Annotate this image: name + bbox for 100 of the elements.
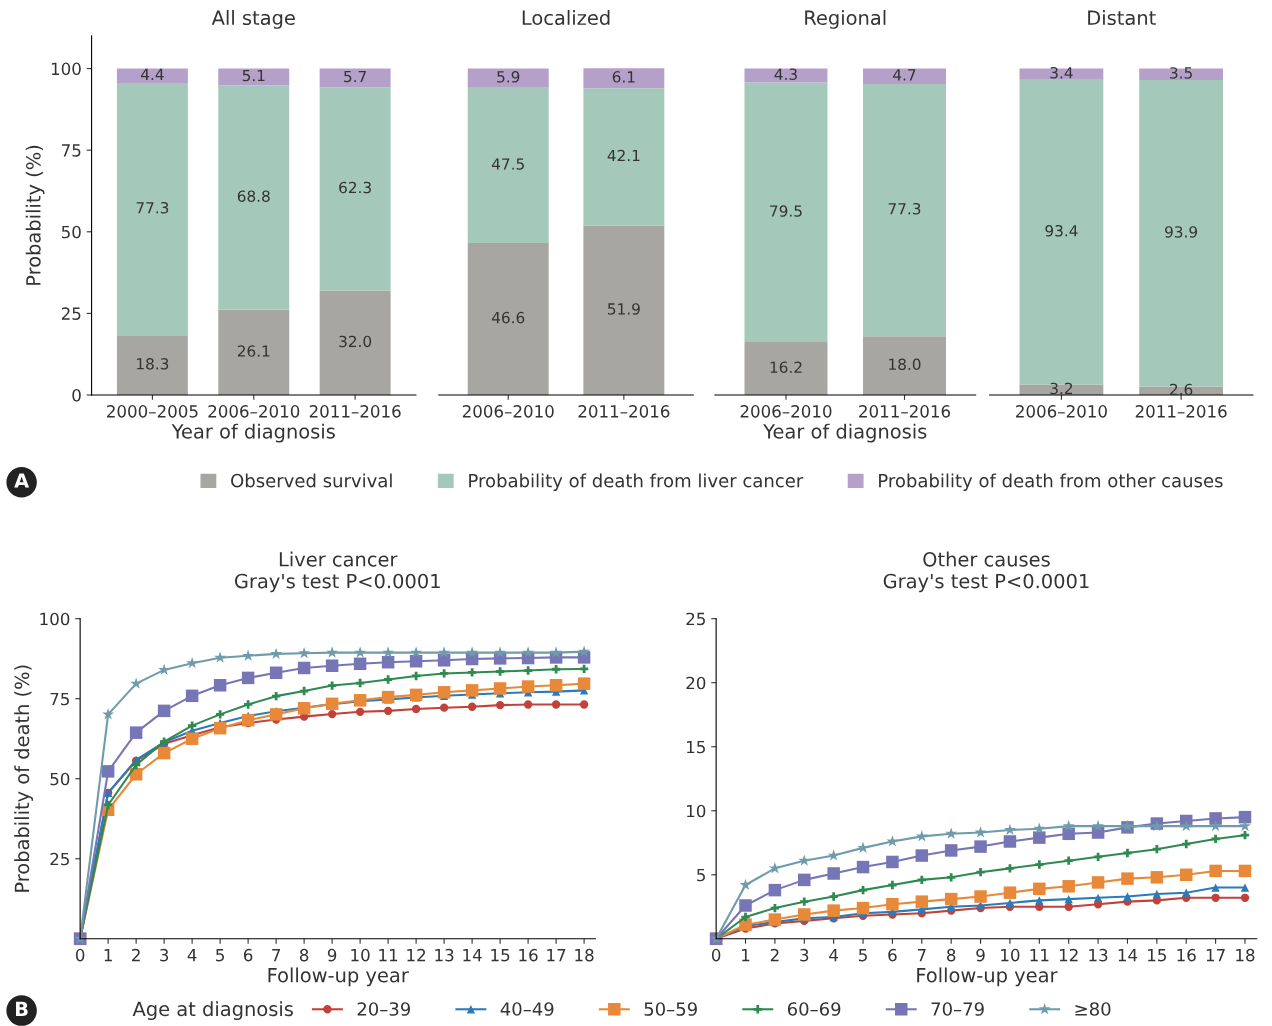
- point: [1005, 898, 1015, 908]
- x-tick-label: 14: [463, 949, 482, 962]
- point: [270, 647, 283, 659]
- point: [241, 671, 255, 685]
- point: [1005, 864, 1015, 873]
- point: [947, 873, 956, 882]
- point: [1240, 893, 1250, 902]
- x-axis-title: Follow-up year: [268, 967, 409, 987]
- point: [101, 765, 115, 778]
- point: [578, 645, 591, 657]
- bar: [116, 335, 188, 396]
- point: [976, 868, 985, 877]
- data-label: 2.6: [1170, 383, 1193, 396]
- bar: [744, 82, 828, 343]
- legend-label: 70–79: [931, 1002, 984, 1016]
- data-label: 4.3: [774, 68, 797, 81]
- x-tick-label: 9: [976, 948, 985, 962]
- point: [1091, 876, 1105, 889]
- data-label: 6.1: [612, 71, 635, 83]
- data-label: 46.6: [491, 311, 525, 324]
- point: [886, 897, 899, 911]
- point: [214, 651, 227, 663]
- bar: [1139, 68, 1223, 80]
- data-label: 51.9: [608, 303, 640, 315]
- data-label: 4.7: [893, 69, 916, 81]
- point: [129, 726, 143, 739]
- chart-subtitle: Gray's test P<0.0001: [883, 573, 1089, 593]
- point: [1064, 894, 1073, 904]
- x-tick-label: 13: [1089, 948, 1108, 962]
- point: [297, 661, 311, 675]
- point: [798, 908, 811, 921]
- point: [1033, 882, 1046, 896]
- x-tick-label: 8: [947, 948, 956, 962]
- point: [495, 667, 505, 676]
- point: [1211, 883, 1220, 892]
- point: [1033, 822, 1046, 834]
- data-label: 93.9: [1165, 226, 1198, 238]
- point: [410, 646, 423, 658]
- point: [187, 721, 197, 730]
- point: [409, 688, 423, 702]
- point: [768, 913, 782, 926]
- point: [1123, 848, 1132, 858]
- x-tick-label: 4: [829, 949, 839, 962]
- point: [944, 892, 958, 906]
- chart-title: Liver cancer: [279, 551, 398, 567]
- point: [944, 844, 958, 857]
- legend-label: Probability of death from liver cancer: [469, 473, 804, 491]
- x-tick-label: 7: [917, 949, 926, 962]
- point: [1033, 831, 1046, 844]
- point: [945, 827, 958, 839]
- point: [269, 666, 283, 680]
- x-tick-label: 0: [711, 948, 721, 962]
- point: [768, 883, 782, 897]
- x-tick-label: 9: [327, 948, 337, 962]
- x-tick-label: 17: [547, 949, 566, 962]
- point: [409, 655, 423, 668]
- point: [355, 707, 365, 716]
- x-axis-title: Year of diagnosis: [171, 423, 335, 443]
- data-label: 42.1: [607, 149, 640, 162]
- point: [1062, 819, 1075, 832]
- data-label: 93.4: [1045, 224, 1078, 237]
- chart-title: Other causes: [923, 551, 1050, 567]
- point: [1093, 893, 1103, 902]
- point: [521, 680, 535, 693]
- point: [186, 656, 199, 669]
- legend-label: Probability of death from other causes: [879, 473, 1223, 491]
- bar: [218, 85, 290, 310]
- bar: [863, 83, 946, 337]
- x-tick-label: 3: [800, 948, 809, 962]
- x-tick-label: 2011–2016: [859, 405, 951, 418]
- point: [886, 855, 899, 869]
- data-label: 26.1: [237, 345, 270, 357]
- point: [827, 867, 840, 880]
- point: [382, 646, 395, 658]
- point: [495, 700, 505, 710]
- point: [1123, 892, 1132, 901]
- x-tick-label: 7: [272, 949, 280, 962]
- bar: [583, 88, 665, 226]
- x-tick-label: 13: [435, 948, 454, 962]
- data-label: 47.5: [491, 158, 524, 170]
- bar: [319, 290, 391, 396]
- point: [102, 708, 115, 720]
- point: [411, 704, 421, 714]
- point: [1152, 889, 1162, 899]
- point: [1064, 856, 1073, 865]
- y-tick-label: 10: [687, 804, 706, 818]
- point: [241, 713, 255, 727]
- x-tick-label: 2006–2010: [462, 405, 554, 418]
- x-tick-label: 5: [859, 949, 867, 962]
- x-tick-label: 2011–2016: [578, 405, 670, 418]
- legend-label: 60–69: [787, 1002, 841, 1016]
- x-tick-label: 17: [1206, 949, 1225, 962]
- x-tick-label: 18: [1236, 948, 1255, 962]
- bar: [863, 336, 946, 396]
- point: [915, 849, 929, 862]
- point: [798, 873, 811, 887]
- y-tick-label: 50: [61, 225, 81, 239]
- point: [437, 654, 451, 667]
- point: [439, 703, 449, 712]
- x-tick-label: 4: [187, 949, 197, 962]
